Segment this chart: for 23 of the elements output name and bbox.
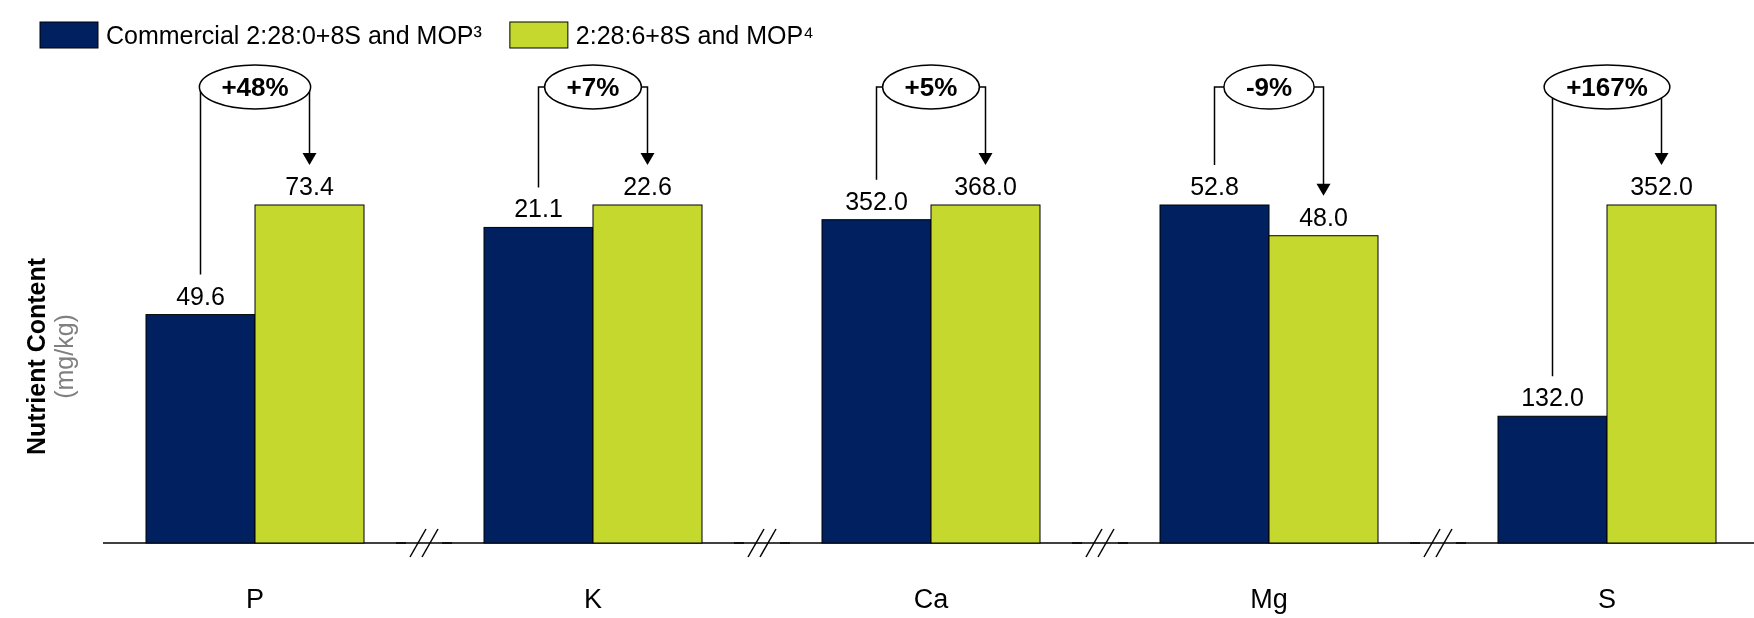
- data-label: 352.0: [1630, 172, 1693, 200]
- x-tick-label: P: [245, 584, 265, 614]
- data-label: 73.4: [285, 172, 334, 200]
- data-label: 368.0: [954, 172, 1017, 200]
- x-tick-label: S: [1597, 584, 1617, 614]
- text: +167%: [1566, 72, 1648, 102]
- x-tick-label: K: [583, 584, 603, 614]
- y-axis-title: Nutrient Content (mg/kg): [22, 257, 78, 456]
- data-label: 48.0: [1299, 202, 1348, 231]
- text: -9%: [1245, 72, 1293, 102]
- x-tick-label: Ca: [913, 584, 950, 614]
- text: +5%: [904, 72, 958, 102]
- data-label: 49.6: [176, 281, 225, 310]
- data-label: 352.0: [845, 186, 908, 215]
- text: +7%: [566, 72, 620, 102]
- text: +48%: [221, 72, 289, 102]
- legend-label: Commercial 2:28:0+8S and MOP³: [106, 21, 482, 49]
- data-label: 21.1: [514, 194, 563, 223]
- data-label: 52.8: [1190, 172, 1239, 200]
- data-label: 22.6: [623, 172, 672, 200]
- data-label: 132.0: [1521, 383, 1584, 412]
- x-tick-label: Mg: [1250, 584, 1288, 614]
- legend-label: 2:28:6+8S and MOP⁴: [575, 21, 814, 49]
